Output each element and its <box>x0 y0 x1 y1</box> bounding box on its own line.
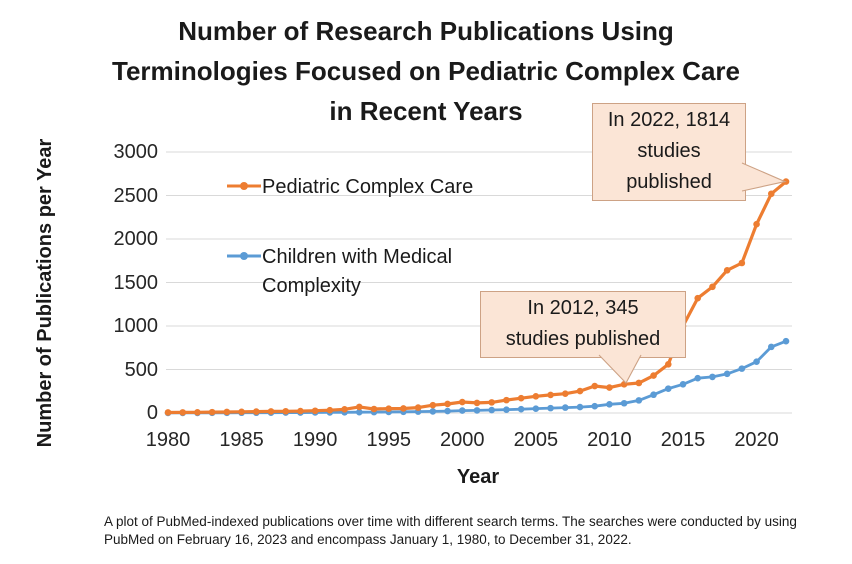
chart-title-line-1: Number of Research Publications Using <box>178 16 674 46</box>
data-point-marker <box>532 392 540 400</box>
y-tick-label: 1000 <box>113 315 159 337</box>
data-point-marker <box>444 400 451 408</box>
data-point-marker <box>311 407 319 415</box>
data-point-marker <box>458 407 466 414</box>
data-point-marker <box>650 372 657 379</box>
data-point-marker <box>620 399 628 407</box>
x-tick-label: 1985 <box>219 429 264 451</box>
data-point-marker <box>606 401 613 408</box>
data-point-marker <box>606 384 613 391</box>
data-point-marker <box>164 409 172 416</box>
data-point-marker <box>561 390 569 397</box>
data-point-marker <box>576 387 584 395</box>
data-point-marker <box>576 403 584 411</box>
series-line-pediatric-complex-care <box>166 180 788 415</box>
data-point-marker <box>208 408 216 416</box>
data-point-marker <box>488 399 496 406</box>
data-point-marker <box>355 403 363 411</box>
data-point-marker <box>503 396 510 404</box>
y-tick-label: 0 <box>146 402 158 424</box>
x-tick-label: 2005 <box>513 429 559 451</box>
y-tick-label: 3000 <box>113 141 159 163</box>
data-point-marker <box>723 370 731 378</box>
data-point-marker <box>782 337 790 345</box>
data-point-marker <box>782 178 790 185</box>
y-tick-label: 2500 <box>113 184 159 207</box>
data-point-marker <box>473 399 481 407</box>
data-point-marker <box>591 402 599 410</box>
data-point-marker <box>738 259 746 267</box>
x-tick-label: 2010 <box>587 429 632 451</box>
legend-item-children-with-medical-complexity: Children with Medical Complexity <box>262 246 453 297</box>
data-point-marker <box>620 380 628 388</box>
data-point-marker <box>694 294 702 302</box>
data-point-marker <box>179 409 187 416</box>
data-point-marker <box>591 382 599 390</box>
data-point-marker <box>664 360 672 368</box>
data-point-marker <box>267 408 275 415</box>
data-point-marker <box>194 409 201 416</box>
data-point-marker <box>517 405 525 413</box>
x-tick-label: 2020 <box>734 429 779 451</box>
data-point-marker <box>473 407 481 414</box>
data-point-marker <box>252 408 260 415</box>
x-tick-label: 1990 <box>292 429 338 451</box>
data-point-marker <box>297 407 304 415</box>
legend-line-marker-icon <box>227 182 261 190</box>
data-point-marker <box>326 406 334 414</box>
data-point-marker <box>767 190 775 198</box>
data-point-marker <box>635 379 643 387</box>
chart-title-line-2: Terminologies Focused on Pediatric Compl… <box>112 56 740 86</box>
y-tick-label: 500 <box>124 358 158 381</box>
chart-title-line-3: in Recent Years <box>329 96 523 126</box>
data-point-marker <box>223 408 231 416</box>
x-tick-label: 2015 <box>660 429 706 451</box>
data-point-marker <box>458 398 466 406</box>
data-point-marker <box>753 358 760 365</box>
legend-line-marker-icon <box>227 252 261 260</box>
data-point-marker <box>561 404 569 411</box>
x-axis-title: Year <box>456 466 500 488</box>
data-point-marker <box>517 394 525 402</box>
data-point-marker <box>547 391 554 399</box>
data-point-marker <box>532 405 540 412</box>
data-point-marker <box>355 408 363 416</box>
data-point-marker <box>650 391 657 399</box>
data-point-marker <box>341 406 348 413</box>
data-point-marker <box>400 405 407 412</box>
annotation-callout-2022: In 2022, 1814 studies published <box>592 103 746 201</box>
legend-item-pediatric-complex-care: Pediatric Complex Care <box>262 176 474 198</box>
x-tick-label: 1980 <box>145 429 191 451</box>
data-point-marker <box>488 406 496 414</box>
data-point-marker <box>385 405 393 412</box>
data-point-marker <box>503 406 510 413</box>
data-point-marker <box>444 407 451 415</box>
data-point-marker <box>429 401 437 409</box>
data-point-marker <box>238 408 245 416</box>
data-point-marker <box>753 220 760 228</box>
data-point-marker <box>723 267 731 274</box>
data-point-marker <box>694 374 702 382</box>
data-point-marker <box>709 283 716 291</box>
data-point-marker <box>429 408 437 415</box>
data-point-marker <box>664 385 672 392</box>
data-point-marker <box>282 407 290 415</box>
data-point-marker <box>767 343 775 351</box>
annotation-callout-2012: In 2012, 345 studies published <box>480 291 686 358</box>
data-point-marker <box>370 405 378 413</box>
y-tick-label: 2000 <box>113 228 159 250</box>
x-tick-label: 1995 <box>366 429 411 451</box>
data-point-marker <box>738 365 746 372</box>
y-tick-label: 1500 <box>113 271 159 294</box>
data-point-marker <box>414 404 422 411</box>
data-point-marker <box>635 397 643 404</box>
data-point-marker <box>547 404 554 412</box>
footnote-caption: A plot of PubMed-indexed publications ov… <box>104 514 797 547</box>
data-point-marker <box>679 380 687 388</box>
x-tick-label: 2000 <box>440 429 485 451</box>
data-point-marker <box>709 373 716 381</box>
